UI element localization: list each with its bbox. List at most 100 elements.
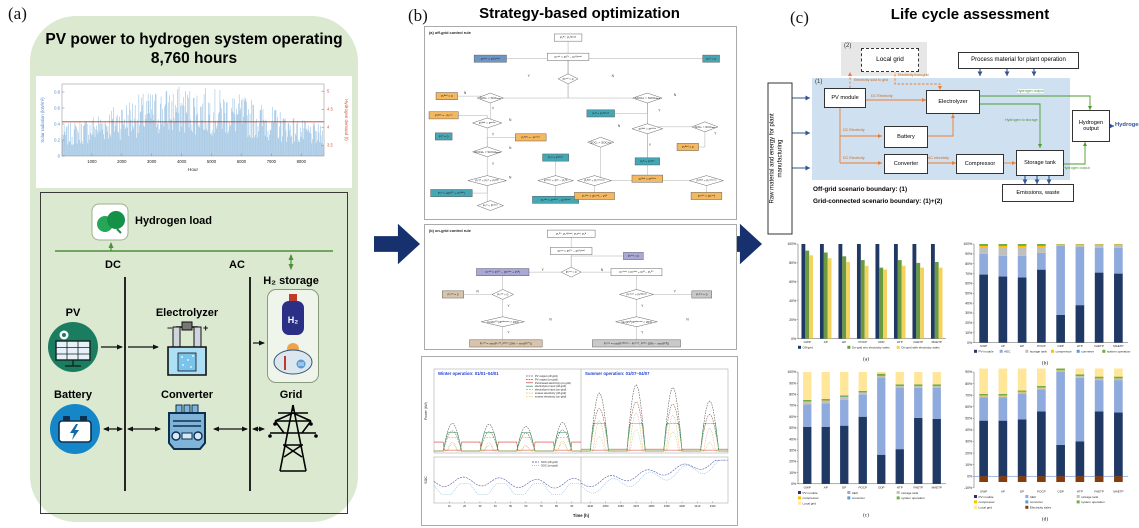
ac-label: AC: [229, 259, 245, 271]
svg-text:0%: 0%: [967, 474, 972, 478]
bar-segment: [1114, 368, 1123, 377]
bar-segment: [979, 245, 988, 247]
grid-tower-icon: [267, 401, 319, 475]
svg-text:AEC: AEC: [852, 491, 859, 495]
dc-electricity-label-2: DC Electricity: [843, 128, 865, 132]
flow-node-rect: [691, 290, 712, 299]
svg-text:4.5: 4.5: [327, 107, 333, 112]
svg-text:0.6: 0.6: [54, 105, 60, 110]
flow-node-diamond: [688, 175, 725, 186]
bar-segment: [979, 395, 988, 397]
bar-segment: [823, 252, 828, 339]
region2-tag: (2): [844, 43, 852, 49]
svg-text:Y: Y: [674, 290, 677, 294]
bar-segment: [1017, 277, 1027, 343]
svg-text:40%: 40%: [789, 299, 796, 303]
bar-segment: [877, 454, 886, 484]
svg-text:N: N: [612, 74, 615, 78]
bar-segment: [932, 387, 941, 419]
bar-segment: [1094, 272, 1104, 343]
bar-segment: [979, 395, 988, 396]
svg-text:7000: 7000: [267, 159, 277, 164]
ops-series-line: [581, 401, 728, 452]
svg-text:storage tank: storage tank: [1030, 350, 1047, 354]
bar-segment: [821, 400, 830, 402]
bar-segment: [877, 376, 886, 378]
svg-text:SOC: SOC: [424, 476, 428, 484]
dc-electricity-label-1: DC Electricity: [871, 94, 893, 98]
raw-material-line2: manufacturing: [777, 139, 784, 178]
battery-box: Battery: [884, 126, 928, 148]
svg-text:Pₜᴮᵃᵗᵗ = 0: Pₜᴮᵃᵗᵗ = 0: [682, 145, 694, 149]
svg-text:FAETP: FAETP: [913, 340, 923, 344]
svg-text:Pₜᵇᵘʸ = 0: Pₜᵇᵘʸ = 0: [628, 254, 640, 258]
bar-segment: [979, 476, 988, 483]
offgrid-flowchart-svg: Pₜᴾⱽ, Pₜᴴ²ˡᵒᵃᵈ Pₜⁿᵉᵗ = Pₜᴾⱽ − Pₜᴴ²ˡᵒᵃᵈ Pₜᵉ…: [428, 30, 725, 211]
svg-text:Y: Y: [492, 132, 495, 136]
svg-text:Pₜˢᵉˡˡ = 0: Pₜˢᵉˡˡ = 0: [447, 293, 458, 297]
flow-node-rect: [550, 247, 593, 255]
svg-text:Local grid: Local grid: [803, 502, 817, 506]
svg-text:Pₜᴳ = 0: Pₜᴳ = 0: [706, 57, 716, 61]
bar-segment: [1094, 411, 1104, 477]
svg-text:6000: 6000: [237, 159, 247, 164]
bar-segment: [840, 372, 849, 396]
svg-text:Y: Y: [528, 74, 531, 78]
svg-text:0.8: 0.8: [54, 89, 60, 94]
svg-text:0%: 0%: [967, 341, 972, 345]
flow-node-diamond: [691, 121, 719, 133]
bar-segment: [979, 244, 988, 246]
bar-segment: [821, 401, 830, 404]
svg-text:70: 70: [540, 504, 543, 508]
svg-text:20: 20: [463, 504, 466, 508]
svg-text:GWP: GWP: [804, 485, 811, 489]
svg-text:N: N: [509, 176, 512, 180]
svg-text:AEC: AEC: [1030, 495, 1037, 499]
bar-segment: [1094, 376, 1104, 379]
svg-text:Power (kW): Power (kW): [424, 402, 428, 420]
flow-node-diamond: [618, 289, 655, 300]
bar-segment: [916, 262, 921, 339]
bar-segment: [895, 387, 904, 450]
bar-segment: [821, 399, 830, 401]
pv-system-panel: PV power to hydrogen system operating 8,…: [30, 16, 358, 522]
dc-electricity-label-3: DC Electricity: [843, 156, 865, 160]
svg-text:3.5: 3.5: [327, 143, 333, 148]
svg-text:ODP: ODP: [878, 340, 885, 344]
panel-c-label: (c): [790, 8, 809, 27]
svg-text:N: N: [686, 317, 689, 321]
svg-text:FAETP: FAETP: [913, 485, 923, 489]
bars: [801, 244, 943, 339]
bar-segment: [1075, 441, 1085, 477]
operation-timeseries: 10 20 30 40 50 60 70 80 90 4340 4350 4360 4370 4380 43…: [421, 356, 738, 526]
svg-text:PV module: PV module: [803, 491, 818, 495]
svg-text:Pₜⁿᵉᵗ > 0: Pₜⁿᵉᵗ > 0: [566, 270, 577, 274]
svg-text:GWP: GWP: [980, 344, 987, 348]
svg-text:Pₜᵉˡᵉᶜ = |Pₜⁿᵉᵗ|: Pₜᵉˡᵉᶜ = |Pₜⁿᵉᵗ|: [698, 194, 716, 198]
bar-segment: [979, 396, 988, 398]
flow-node-rect: [473, 54, 507, 63]
bar-segment: [998, 396, 1008, 398]
svg-text:4340: 4340: [587, 504, 593, 508]
svg-text:Pₜᵉˡ < Pᵉˡᵐⁱⁿ: Pₜᵉˡ < Pᵉˡᵐⁱⁿ: [483, 203, 498, 208]
bar-segment: [895, 384, 904, 386]
svg-text:Y: Y: [492, 107, 495, 111]
svg-text:MAETP: MAETP: [1113, 344, 1123, 348]
svg-text:GWP: GWP: [980, 489, 987, 493]
svg-text:Pₜᴮᵃᵗᵗ < Pₜᵉˡᵉᶜᵐᵃˣ: Pₜᴮᵃᵗᵗ < Pₜᵉˡᵉᶜᵐᵃˣ: [584, 179, 604, 183]
soc-series-line: [580, 459, 728, 487]
svg-text:Pₜⁿᵉᵗ > 0: Pₜⁿᵉᵗ > 0: [563, 77, 574, 81]
svg-text:90: 90: [570, 504, 573, 508]
svg-text:10%: 10%: [965, 331, 972, 335]
svg-text:Y: Y: [507, 304, 510, 308]
svg-text:Y: Y: [641, 331, 644, 335]
svg-text:HTP: HTP: [1077, 489, 1083, 493]
bar-segment: [1056, 368, 1065, 371]
svg-text:+: +: [203, 323, 208, 333]
svg-text:FAETP: FAETP: [1094, 344, 1104, 348]
svg-text:Winter operation: 01/01–04/01: Winter operation: 01/01–04/01: [438, 371, 499, 376]
flow-node-diamond: [587, 136, 615, 148]
flow-node-diamond: [481, 316, 525, 327]
svg-text:(a): (a): [863, 356, 869, 363]
bar-segment: [932, 386, 941, 388]
